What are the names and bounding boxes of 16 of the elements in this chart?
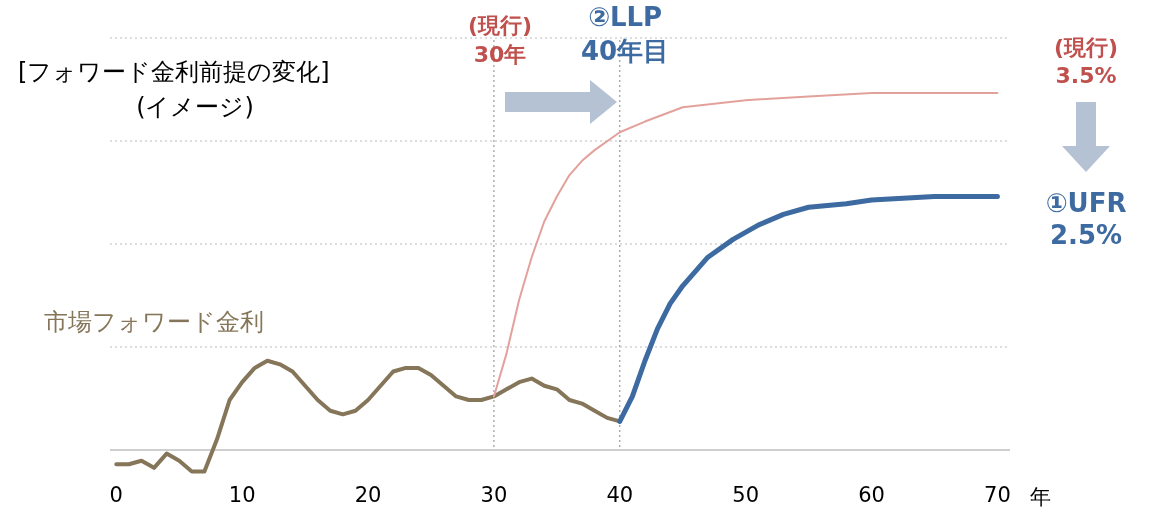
series-label: 市場フォワード金利 (44, 308, 264, 336)
x-tick-label: 20 (354, 483, 382, 507)
x-tick-label: 0 (109, 483, 123, 507)
x-tick-label: 10 (228, 483, 256, 507)
annotation: (イメージ) (136, 93, 254, 121)
x-tick-label: 30 (480, 483, 508, 507)
text: [フォワード金利前提の変化] (18, 58, 330, 86)
x-axis-title: 年 (1030, 485, 1051, 509)
text: ②LLP 40年目 (580, 2, 670, 66)
text: (現行) 3.5% (1053, 35, 1119, 88)
x-tick-label: 40 (606, 483, 634, 507)
x-tick-label: 60 (858, 483, 885, 507)
x-tick-label: 70 (984, 483, 1011, 507)
text: (現行) 30年 (467, 13, 533, 67)
x-tick-label: 50 (732, 483, 760, 507)
series-label: ①UFR 2.5% (1045, 188, 1127, 250)
